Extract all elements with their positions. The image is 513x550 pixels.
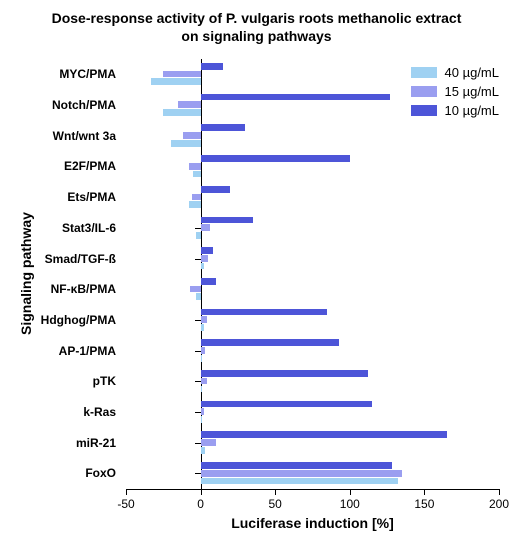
bar: [192, 194, 201, 201]
x-tick: [201, 489, 202, 495]
bar: [163, 109, 200, 116]
category-label: AP-1/PMA: [59, 344, 116, 358]
category-label: Smad/TGF-ß: [45, 252, 116, 266]
bar: [201, 370, 368, 377]
category-row: MYC/PMA: [36, 61, 499, 87]
bar: [201, 255, 208, 262]
x-axis-label: Luciferase induction [%]: [126, 515, 499, 531]
category-label: Ets/PMA: [67, 190, 116, 204]
x-ticks: -50050100150200Luciferase induction [%]: [36, 489, 499, 519]
bar: [151, 78, 200, 85]
bar: [189, 163, 201, 170]
bar: [201, 263, 204, 270]
category-label: pTK: [93, 374, 116, 388]
x-tick-label: -50: [117, 497, 134, 511]
bar: [201, 224, 210, 231]
category-row: Wnt/wnt 3a: [36, 123, 499, 149]
bar: [201, 124, 246, 131]
category-label: Wnt/wnt 3a: [53, 129, 116, 143]
category-row: Ets/PMA: [36, 184, 499, 210]
bar: [201, 439, 216, 446]
x-tick-label: 150: [414, 497, 434, 511]
x-tick-label: 50: [269, 497, 282, 511]
x-tick: [275, 489, 276, 495]
category-label: NF-κB/PMA: [51, 282, 116, 296]
category-row: NF-κB/PMA: [36, 276, 499, 302]
category-row: AP-1/PMA: [36, 338, 499, 364]
category-label: Stat3/IL-6: [62, 221, 116, 235]
x-tick-label: 200: [489, 497, 509, 511]
bar: [201, 478, 398, 485]
bar: [201, 309, 328, 316]
bar: [201, 94, 390, 101]
category-row: Smad/TGF-ß: [36, 246, 499, 272]
bar: [189, 201, 201, 208]
category-label: E2F/PMA: [64, 159, 116, 173]
category-row: Notch/PMA: [36, 92, 499, 118]
bar: [201, 408, 204, 415]
category-row: miR-21: [36, 430, 499, 456]
bar: [201, 316, 207, 323]
bar: [163, 71, 200, 78]
bar: [201, 247, 213, 254]
bar: [201, 355, 202, 362]
bar: [193, 171, 200, 178]
title-line-1: Dose-response activity of P. vulgaris ro…: [52, 10, 462, 26]
bar: [201, 63, 223, 70]
bar: [201, 416, 202, 423]
bar: [201, 155, 350, 162]
category-label: FoxO: [85, 466, 116, 480]
category-label: MYC/PMA: [59, 67, 116, 81]
category-row: Hdghog/PMA: [36, 307, 499, 333]
bar: [201, 339, 340, 346]
bar: [190, 286, 200, 293]
title-line-2: on signaling pathways: [181, 28, 331, 44]
category-label: Hdghog/PMA: [41, 313, 116, 327]
category-label: Notch/PMA: [52, 98, 116, 112]
category-row: FoxO: [36, 461, 499, 487]
category-row: k-Ras: [36, 399, 499, 425]
x-tick: [350, 489, 351, 495]
bar: [201, 386, 202, 393]
bar: [201, 401, 373, 408]
category-label: miR-21: [76, 436, 116, 450]
category-label: k-Ras: [83, 405, 116, 419]
bar: [201, 431, 447, 438]
x-tick-label: 0: [197, 497, 204, 511]
bar: [178, 101, 200, 108]
rows: MYC/PMA Notch/PMA Wnt/wnt 3a E2F/PMA Ets/PMA…: [36, 59, 499, 489]
category-row: Stat3/IL-6: [36, 215, 499, 241]
bar: [201, 347, 205, 354]
bar: [201, 186, 231, 193]
chart-title: Dose-response activity of P. vulgaris ro…: [33, 10, 479, 45]
x-tick: [424, 489, 425, 495]
bar: [183, 132, 201, 139]
x-tick-label: 100: [340, 497, 360, 511]
bar: [196, 293, 200, 300]
category-row: E2F/PMA: [36, 154, 499, 180]
x-tick: [499, 489, 500, 495]
bar: [201, 470, 402, 477]
chart-page: Dose-response activity of P. vulgaris ro…: [0, 0, 513, 550]
y-axis-label: Signaling pathway: [14, 59, 36, 489]
category-row: pTK: [36, 368, 499, 394]
bar: [201, 278, 216, 285]
bar: [201, 217, 253, 224]
bar: [201, 378, 207, 385]
chart-wrap: Signaling pathway 40 µg/mL15 µg/mL10 µg/…: [14, 59, 499, 489]
bar: [196, 232, 200, 239]
bar: [201, 324, 204, 331]
bar: [171, 140, 201, 147]
bar: [201, 462, 392, 469]
bar: [201, 447, 205, 454]
plot-area: 40 µg/mL15 µg/mL10 µg/mL MYC/PMANotch/PM…: [36, 59, 499, 489]
x-tick: [126, 489, 127, 495]
